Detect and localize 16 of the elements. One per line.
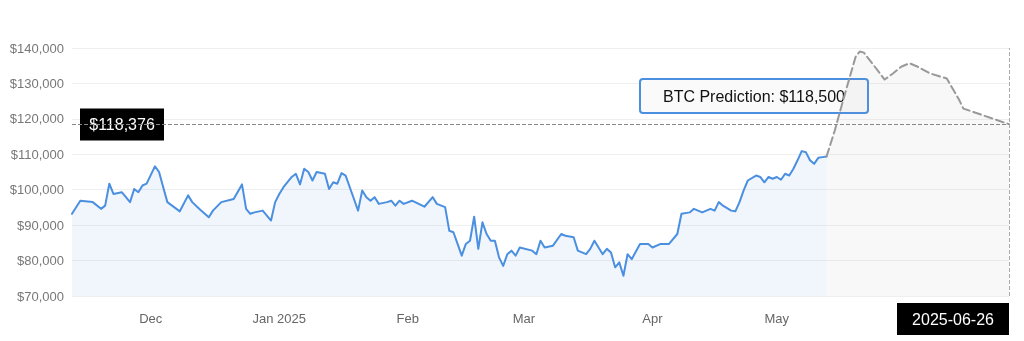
x-tick-label: Mar	[512, 311, 536, 326]
y-tick-label: $70,000	[17, 288, 64, 304]
y-tick-label: $140,000	[9, 40, 64, 56]
y-tick-label: $110,000	[10, 146, 64, 162]
x-tick-label: Dec	[139, 311, 163, 326]
annotation: BTC Prediction: $118,500	[662, 87, 846, 105]
x-tick-label: Feb	[396, 311, 420, 326]
y-tick-label: $120,000	[9, 111, 64, 127]
y-tick-label: $90,000	[17, 217, 64, 233]
x-tick-label: Jan 2025	[252, 311, 307, 326]
y-tick-label: $130,000	[9, 75, 64, 91]
ref-line-label: 2025-06-26	[912, 310, 995, 328]
x-tick-label: Apr	[642, 311, 664, 326]
x-tick-label: May	[764, 311, 790, 326]
y-tick-label: $80,000	[17, 253, 64, 269]
y-tick-label: $100,000	[9, 182, 64, 198]
